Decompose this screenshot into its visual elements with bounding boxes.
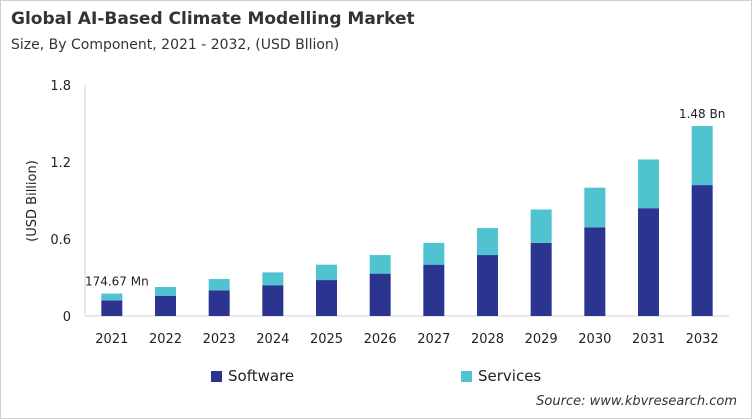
y-tick-label: 1.8 (50, 79, 71, 94)
bar-services-2024 (262, 272, 284, 286)
x-tick-label: 2024 (256, 332, 289, 347)
bar-software-2024 (262, 285, 284, 316)
bar-software-2031 (638, 208, 659, 316)
y-tick-label: 0.6 (50, 233, 71, 248)
legend-swatch-services (461, 370, 472, 382)
legend-label-software: Software (228, 367, 295, 385)
chart-title: Global AI-Based Climate Modelling Market (11, 9, 415, 29)
legend-swatch-software (211, 370, 222, 382)
bar-services-2025 (316, 264, 337, 281)
bar-software-2032 (691, 185, 713, 316)
bar-services-2028 (477, 228, 498, 256)
bar-software-2028 (477, 255, 498, 316)
x-tick-label: 2031 (632, 332, 665, 347)
x-tick-label: 2032 (686, 332, 719, 347)
bar-services-2032 (691, 126, 713, 186)
bar-software-2022 (155, 295, 176, 316)
bar-services-2021 (101, 293, 123, 301)
x-tick-label: 2026 (364, 332, 397, 347)
bar-software-2026 (369, 273, 391, 316)
y-tick-label: 0 (63, 310, 71, 325)
data-label-2032: 1.48 Bn (679, 107, 725, 121)
x-tick-label: 2023 (203, 332, 236, 347)
legend-item-software: Software (211, 367, 294, 385)
bar-services-2022 (155, 286, 176, 296)
bar-software-2029 (530, 242, 552, 316)
bar-services-2030 (584, 187, 606, 228)
data-label-2021: 174.67 Mn (85, 275, 149, 289)
x-tick-label: 2030 (578, 332, 611, 347)
bar-software-2027 (423, 264, 445, 316)
x-tick-label: 2022 (149, 332, 182, 347)
x-tick-label: 2027 (417, 332, 450, 347)
bar-software-2023 (208, 290, 230, 316)
bar-services-2027 (423, 242, 445, 265)
chart-subtitle: Size, By Component, 2021 - 2032, (USD Bl… (11, 37, 340, 53)
x-tick-label: 2025 (310, 332, 343, 347)
bar-services-2026 (369, 255, 391, 274)
bar-software-2021 (101, 300, 123, 316)
bar-software-2025 (316, 280, 337, 316)
bar-software-2030 (584, 227, 606, 316)
bar-services-2029 (530, 209, 552, 243)
bar-services-2023 (208, 279, 230, 291)
y-tick-label: 1.2 (50, 156, 71, 171)
legend-item-services: Services (461, 367, 541, 385)
legend-label-services: Services (478, 367, 542, 385)
source-note: Source: www.kbvresearch.com (536, 394, 737, 409)
y-axis-label: (USD Billion) (25, 160, 40, 242)
x-tick-label: 2021 (95, 332, 128, 347)
x-tick-label: 2028 (471, 332, 504, 347)
x-tick-label: 2029 (525, 332, 558, 347)
bar-services-2031 (638, 159, 659, 209)
